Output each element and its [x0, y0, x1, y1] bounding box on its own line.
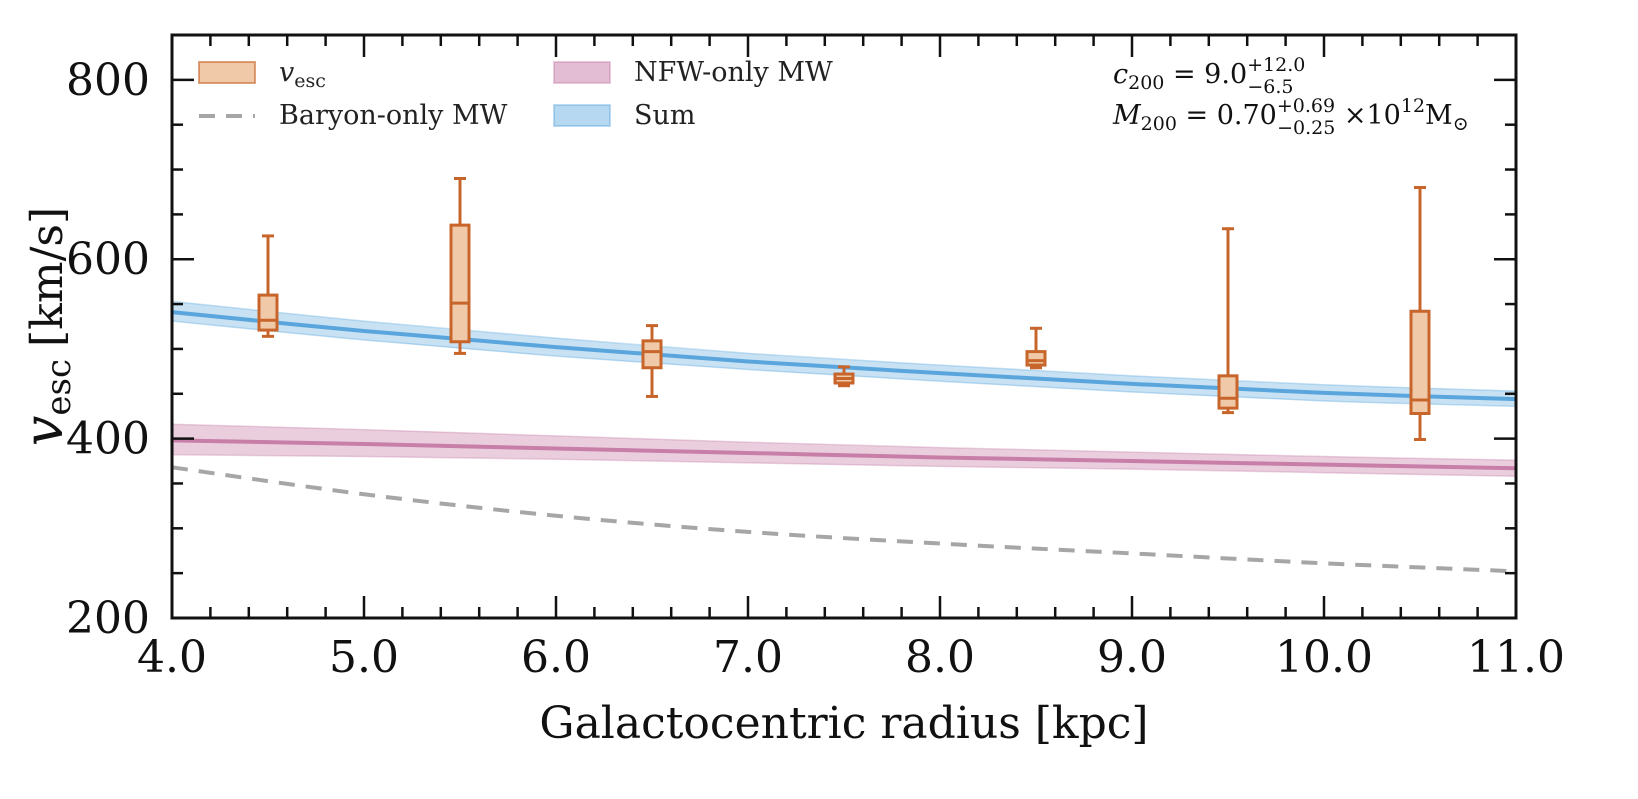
nfw-band [171, 423, 1517, 478]
box-plots [257, 177, 1431, 442]
box-body [1025, 350, 1047, 367]
box-7 [1409, 185, 1431, 442]
box-3 [641, 324, 663, 398]
y-axis-title: vesc [km/s] [12, 207, 79, 446]
legend-swatch-sum [553, 104, 611, 127]
legend-swatch-vesc [198, 61, 256, 84]
box-6 [1217, 227, 1239, 415]
x-tick-label: 8.0 [905, 632, 975, 683]
plot-frame [170, 33, 1518, 620]
legend: vesc Baryon-only MW NFW-only MW Sum [198, 57, 833, 131]
x-tick-label: 6.0 [521, 632, 591, 683]
y-axis-symbol: v [12, 416, 75, 447]
box-5 [1025, 326, 1047, 370]
y-tick-label: 800 [66, 55, 150, 106]
x-tick-label: 11.0 [1467, 632, 1565, 683]
legend-label-nfw: NFW-only MW [634, 57, 833, 88]
box-body [641, 339, 663, 370]
tick-labels: 4.0 5.0 6.0 7.0 8.0 9.0 10.0 11.0 200 400 600 800 [66, 55, 1565, 683]
y-axis-unit: [km/s] [22, 207, 73, 347]
legend-label-sum: Sum [634, 100, 696, 131]
box-2 [449, 177, 471, 355]
y-tick-label: 400 [66, 414, 150, 465]
box-4 [833, 365, 855, 388]
legend-label-baryon: Baryon-only MW [279, 100, 508, 131]
x-tick-label: 7.0 [713, 632, 783, 683]
box-1 [257, 234, 279, 338]
x-tick-label: 10.0 [1275, 632, 1373, 683]
x-tick-label: 5.0 [329, 632, 399, 683]
x-tick-label: 4.0 [137, 632, 207, 683]
baryon-line [171, 465, 1517, 574]
box-body [449, 223, 471, 344]
fit-annotations: c200 = 9.0+12.0 −6.5 M200 = 0.70+0.69 −0.2… [1112, 54, 1469, 139]
legend-label-vesc: vesc [279, 57, 326, 92]
m200-annotation: M200 = 0.70+0.69 −0.25 ×1012M⊙ [1112, 95, 1469, 139]
x-axis-title: Galactocentric radius [kpc] [539, 698, 1148, 749]
legend-swatch-nfw [553, 61, 611, 84]
y-tick-label: 200 [66, 593, 150, 644]
confidence-bands [171, 300, 1517, 478]
box-body [1409, 309, 1431, 416]
nfw-line [171, 438, 1517, 471]
x-tick-label: 9.0 [1097, 632, 1167, 683]
y-axis-subscript: esc [39, 359, 79, 416]
axis-ticks [170, 33, 1518, 620]
c200-annotation: c200 = 9.0+12.0 −6.5 [1113, 54, 1305, 98]
y-tick-label: 600 [66, 234, 150, 285]
box-body [1217, 374, 1239, 410]
box-body [257, 293, 279, 332]
